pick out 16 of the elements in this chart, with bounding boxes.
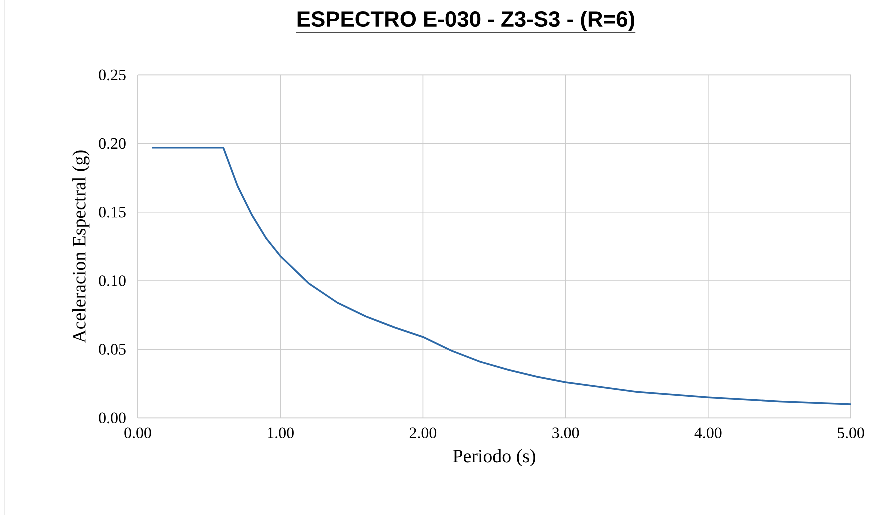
y-tick-label: 0.05 [99,344,126,355]
x-tick-label: 0.00 [124,428,152,438]
y-tick-label: 0.25 [99,70,126,80]
x-tick-label: 5.00 [838,428,864,438]
y-axis-title: Aceleracion Espectral (g) [72,150,90,344]
x-tick-label: 1.00 [268,428,294,438]
y-tick-label: 0.00 [99,412,126,424]
x-axis-title: Periodo (s) [453,449,536,466]
y-tick-label: 0.20 [99,138,126,150]
x-tick-label: 2.00 [410,428,437,438]
x-tick-label: 4.00 [694,428,722,438]
y-tick-label: 0.10 [99,275,126,286]
y-tick-label: 0.15 [99,206,126,218]
line-series [151,146,852,406]
x-tick-label: 3.00 [552,428,580,438]
chart-title: ESPECTRO E-030 - Z3-S3 - (R=6) [298,10,634,32]
